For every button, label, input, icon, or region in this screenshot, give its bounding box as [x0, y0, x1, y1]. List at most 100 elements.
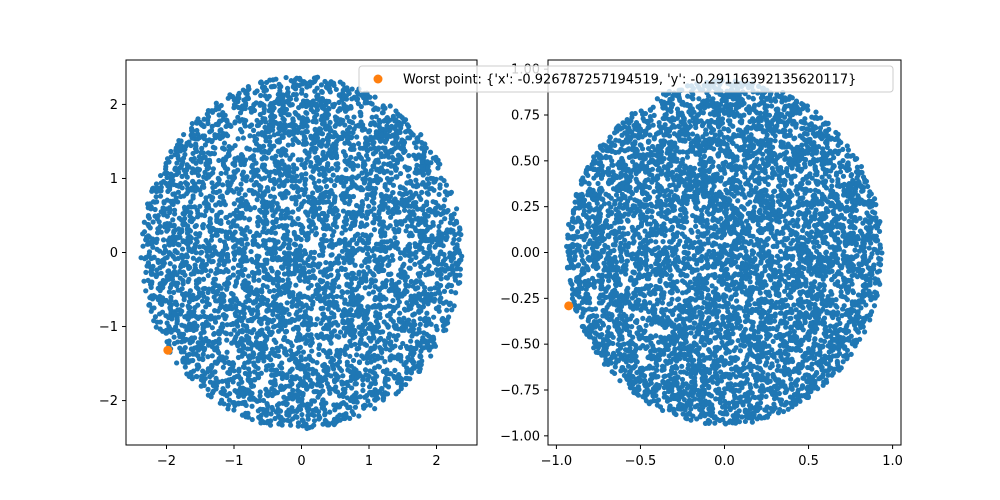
scatter-point	[331, 199, 337, 205]
scatter-point	[291, 91, 297, 98]
scatter-point	[407, 189, 413, 195]
scatter-point	[382, 359, 388, 365]
scatter-point	[382, 147, 388, 154]
scatter-point	[409, 194, 415, 201]
scatter-point	[307, 401, 314, 407]
scatter-point	[378, 203, 384, 209]
scatter-point	[288, 356, 295, 362]
scatter-point	[301, 260, 307, 266]
scatter-point	[209, 363, 215, 369]
scatter-point	[326, 317, 332, 323]
scatter-point	[218, 102, 224, 109]
scatter-point	[174, 160, 180, 166]
scatter-point	[292, 136, 298, 142]
scatter-point	[274, 313, 281, 319]
scatter-point	[189, 187, 195, 193]
scatter-point	[288, 78, 294, 84]
scatter-point	[159, 257, 165, 264]
scatter-point	[179, 302, 185, 308]
scatter-point	[430, 253, 436, 259]
scatter-point	[339, 312, 345, 318]
scatter-point	[217, 135, 223, 141]
scatter-point	[299, 201, 305, 207]
scatter-point	[321, 335, 327, 341]
scatter-point	[243, 323, 250, 329]
scatter-point	[337, 412, 343, 418]
scatter-point	[433, 323, 439, 329]
scatter-point	[436, 228, 442, 235]
scatter-point	[216, 340, 222, 346]
scatter-point	[152, 314, 159, 320]
scatter-point	[209, 372, 215, 378]
scatter-point	[350, 335, 356, 341]
scatter-point	[368, 120, 374, 126]
scatter-point	[274, 282, 280, 289]
scatter-point	[204, 253, 210, 259]
scatter-point	[356, 359, 363, 365]
scatter-point	[408, 230, 414, 236]
scatter-point	[254, 117, 260, 124]
scatter-point	[345, 367, 351, 373]
scatter-point	[245, 336, 252, 342]
scatter-point	[236, 104, 242, 111]
scatter-point	[295, 157, 301, 163]
scatter-point	[200, 223, 206, 229]
scatter-point	[274, 306, 281, 312]
scatter-point	[411, 318, 417, 324]
scatter-point	[349, 237, 355, 243]
scatter-point	[264, 307, 270, 314]
scatter-point	[316, 200, 322, 206]
scatter-point	[247, 133, 253, 139]
scatter-point	[390, 190, 396, 196]
scatter-point	[283, 251, 289, 257]
scatter-point	[372, 313, 379, 319]
scatter-point	[248, 346, 254, 352]
scatter-point	[277, 420, 283, 426]
scatter-point	[340, 81, 346, 87]
scatter-point	[243, 206, 249, 212]
scatter-point	[304, 98, 310, 104]
scatter-point	[390, 318, 396, 325]
scatter-point	[376, 145, 382, 151]
scatter-point	[380, 368, 386, 374]
scatter-point	[157, 193, 164, 199]
scatter-point	[242, 370, 248, 376]
scatter-point	[415, 183, 421, 189]
scatter-point	[425, 296, 431, 302]
scatter-point	[199, 258, 206, 264]
scatter-point	[163, 206, 169, 212]
scatter-point	[164, 213, 170, 219]
scatter-point	[259, 84, 266, 91]
scatter-point	[288, 422, 294, 428]
scatter-point	[279, 158, 285, 164]
scatter-point	[293, 311, 299, 317]
scatter-point	[168, 148, 174, 155]
scatter-point	[245, 280, 252, 286]
scatter-point	[404, 223, 411, 229]
scatter-point	[184, 162, 190, 168]
scatter-point	[452, 250, 458, 256]
scatter-point	[252, 205, 258, 211]
scatter-point	[381, 267, 387, 273]
scatter-point	[230, 265, 236, 271]
scatter-point	[306, 366, 312, 372]
scatter-point	[333, 142, 339, 148]
scatter-point	[256, 232, 262, 238]
scatter-point	[270, 324, 277, 330]
scatter-point	[321, 232, 327, 238]
scatter-point	[289, 366, 295, 372]
scatter-point	[371, 303, 377, 309]
scatter-point	[163, 166, 169, 172]
scatter-point	[439, 261, 445, 267]
scatter-point	[193, 231, 199, 237]
scatter-point	[195, 315, 201, 322]
scatter-point	[396, 272, 402, 278]
scatter-point	[340, 373, 346, 379]
scatter-point	[181, 204, 188, 211]
scatter-point	[327, 350, 333, 356]
scatter-point	[320, 156, 326, 162]
scatter-point	[152, 206, 158, 213]
scatter-point	[185, 263, 192, 269]
scatter-point	[421, 330, 427, 336]
scatter-point	[347, 259, 353, 266]
